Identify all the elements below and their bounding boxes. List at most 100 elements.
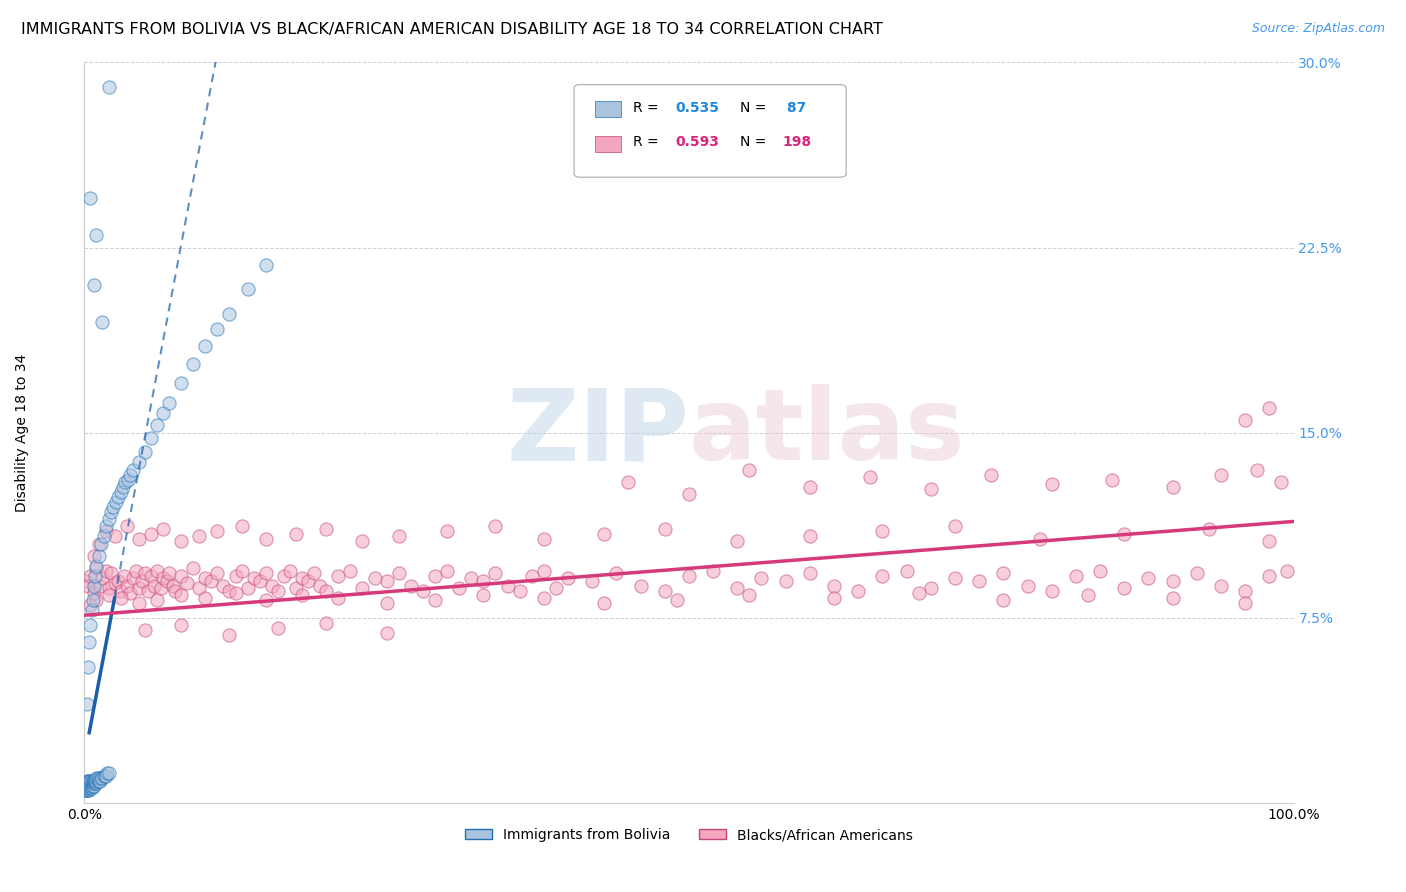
Point [1137,571,1160,585]
Point [1064,568,1087,582]
Point [896,564,918,578]
Point [157,566,180,581]
Point [207,322,229,336]
Point [225,586,247,600]
Point [738,589,761,603]
Point [82,593,104,607]
Point [75,779,97,793]
Point [291,571,314,585]
Point [943,571,966,585]
Point [103,500,125,514]
Point [1270,475,1292,489]
Point [134,566,156,581]
Point [121,462,143,476]
Point [436,524,458,539]
Point [87,549,110,563]
Point [1277,564,1299,578]
Point [128,581,150,595]
Point [80,603,103,617]
Point [533,564,555,578]
Point [115,579,138,593]
FancyBboxPatch shape [574,85,846,178]
Point [1161,574,1184,588]
Point [170,589,193,603]
Point [89,579,111,593]
Point [115,519,138,533]
Point [91,314,114,328]
Point [97,581,120,595]
Point [76,776,98,790]
Point [76,783,98,797]
Point [799,566,821,581]
Point [77,776,100,790]
Point [328,591,350,605]
Point [1040,477,1063,491]
Point [200,574,222,588]
Point [678,487,700,501]
Point [1017,579,1039,593]
Point [375,625,398,640]
Point [1234,583,1257,598]
Point [110,583,132,598]
Point [630,579,652,593]
Point [97,589,120,603]
Text: Source: ZipAtlas.com: Source: ZipAtlas.com [1251,22,1385,36]
Point [859,470,882,484]
Point [79,776,101,790]
Point [212,579,235,593]
Point [83,579,105,593]
Point [399,579,422,593]
Point [87,773,110,788]
Point [328,568,350,582]
Point [654,583,676,598]
Point [90,536,112,550]
Point [80,776,103,790]
Text: R =: R = [633,101,664,114]
Point [94,564,117,578]
Point [581,574,603,588]
Point [77,780,100,795]
Point [194,571,217,585]
Point [152,571,174,585]
Point [605,566,627,581]
Point [93,529,115,543]
Point [249,574,271,588]
Point [170,376,193,391]
Point [218,307,240,321]
Point [423,593,446,607]
Point [823,579,845,593]
Point [484,566,506,581]
Point [79,191,101,205]
Point [302,566,325,581]
Point [152,406,174,420]
Point [920,581,942,595]
Point [76,779,98,793]
Point [1028,532,1050,546]
Point [76,697,98,711]
Point [120,586,142,600]
Point [423,568,446,582]
Point [980,467,1002,482]
Point [83,773,105,788]
Point [75,780,97,795]
Point [725,581,748,595]
Point [1209,579,1232,593]
Point [225,568,247,582]
Point [207,524,229,539]
Point [194,591,217,605]
Text: N =: N = [740,101,770,114]
Point [80,780,103,795]
Point [94,769,117,783]
Point [375,574,398,588]
Point [86,558,108,573]
Point [291,589,314,603]
Point [97,512,120,526]
Point [472,589,495,603]
Point [170,568,193,582]
Point [823,591,845,605]
Point [165,583,187,598]
Point [77,660,100,674]
Point [117,473,139,487]
Point [114,475,136,489]
Point [267,621,290,635]
